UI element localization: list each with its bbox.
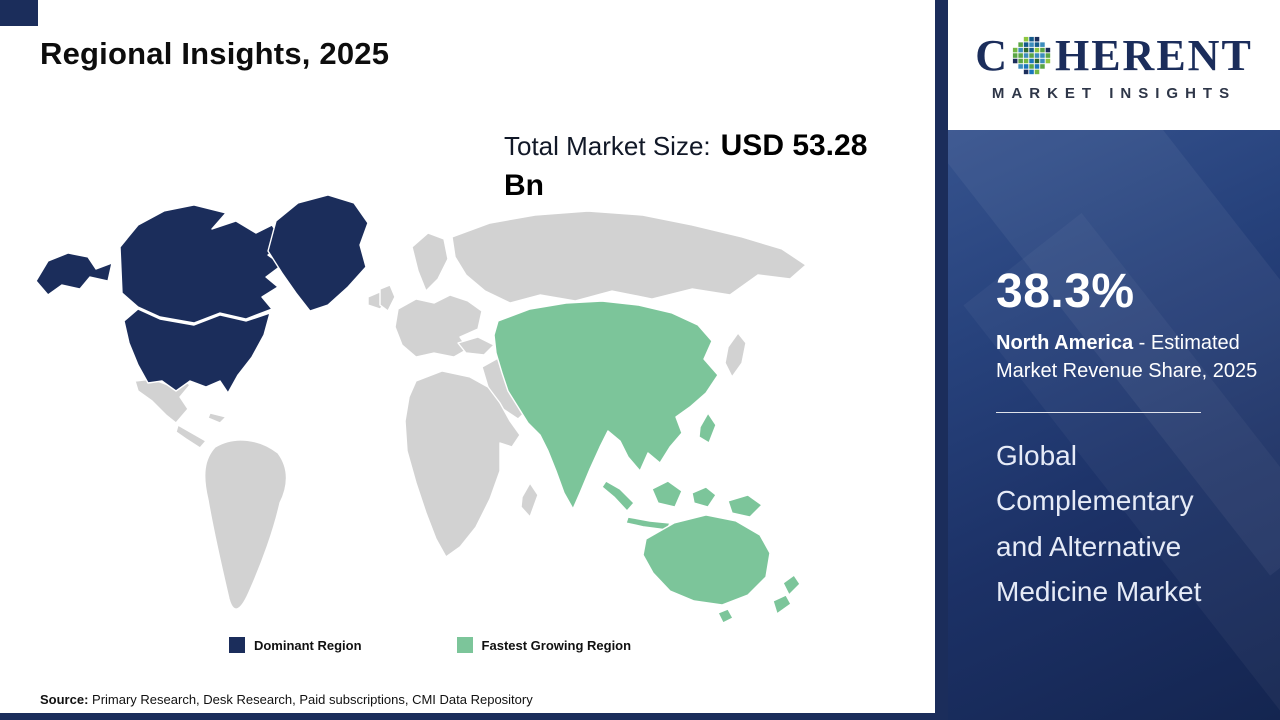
region-java — [625, 516, 671, 531]
region-russia — [451, 210, 807, 304]
region-philippines — [698, 412, 717, 444]
total-market-size: Total Market Size: USD 53.28 Bn — [504, 126, 906, 205]
region-canada — [119, 204, 285, 324]
region-madagascar — [520, 482, 539, 518]
logo-subtitle: MARKET INSIGHTS — [991, 85, 1237, 102]
logo-letters-herent: HERENT — [1054, 31, 1253, 80]
map-legend: Dominant Region Fastest Growing Region — [30, 637, 830, 653]
legend-item-fastest-growing: Fastest Growing Region — [456, 637, 632, 653]
region-borneo — [651, 480, 683, 508]
world-map-svg — [35, 194, 807, 624]
page-title: Regional Insights, 2025 — [40, 36, 390, 71]
side-panel: 38.3% North America - Estimated Market R… — [948, 130, 1280, 720]
region-central-america — [175, 424, 207, 449]
region-tasmania — [717, 608, 734, 624]
share-value: 38.3% — [996, 265, 1135, 318]
region-south-america — [203, 439, 288, 610]
region-sumatra — [601, 480, 635, 512]
region-united-states — [123, 308, 271, 394]
source-line: Source: Primary Research, Desk Research,… — [40, 692, 533, 707]
region-scandinavia — [411, 232, 449, 292]
region-sulawesi — [691, 486, 717, 508]
region-north-america-dominant — [35, 194, 369, 394]
region-caribbean — [207, 412, 227, 424]
logo-wordmark: C HERENT — [975, 34, 1253, 78]
region-alaska — [35, 252, 113, 296]
region-rest-of-world — [134, 210, 807, 610]
region-asia — [493, 300, 719, 510]
source-label: Source: — [40, 692, 89, 707]
region-uk — [379, 284, 396, 312]
region-papua — [727, 494, 763, 518]
market-size-label: Total Market Size: — [504, 131, 711, 161]
world-map — [30, 185, 830, 640]
legend-item-dominant: Dominant Region — [228, 637, 362, 653]
region-africa — [404, 370, 521, 558]
share-region: North America — [996, 332, 1134, 354]
fastest-growing-region-swatch — [456, 637, 473, 653]
region-europe — [394, 294, 483, 358]
panel-divider — [996, 411, 1201, 413]
vertical-accent-bar — [935, 0, 948, 720]
market-size-value: USD 53.28 Bn — [504, 129, 868, 202]
legend-label-dominant: Dominant Region — [253, 637, 362, 653]
region-turkey — [457, 336, 495, 356]
legend-label-fastest-growing: Fastest Growing Region — [481, 637, 632, 653]
region-new-zealand-north — [782, 574, 801, 596]
share-desc-rest: - Estimated Market Revenue Share, 2025 — [996, 332, 1258, 383]
share-description: North America - Estimated Market Revenue… — [996, 329, 1268, 386]
region-new-zealand-south — [772, 594, 792, 615]
logo: C HERENT MARKET INSIGHTS — [948, 0, 1280, 130]
source-text: Primary Research, Desk Research, Paid su… — [88, 692, 533, 707]
logo-letter-c: C — [975, 31, 1009, 80]
region-greenland — [267, 194, 369, 312]
market-name: Global Complementary and Alternative Med… — [996, 439, 1202, 607]
region-asia-pacific-fastest-growing — [493, 300, 801, 624]
region-australia — [642, 514, 771, 606]
dominant-region-swatch — [228, 637, 245, 653]
top-left-accent-bar — [0, 0, 38, 26]
logo-mosaic-o-icon — [1012, 36, 1051, 75]
bottom-accent-bar — [0, 713, 948, 720]
region-japan — [724, 332, 747, 378]
